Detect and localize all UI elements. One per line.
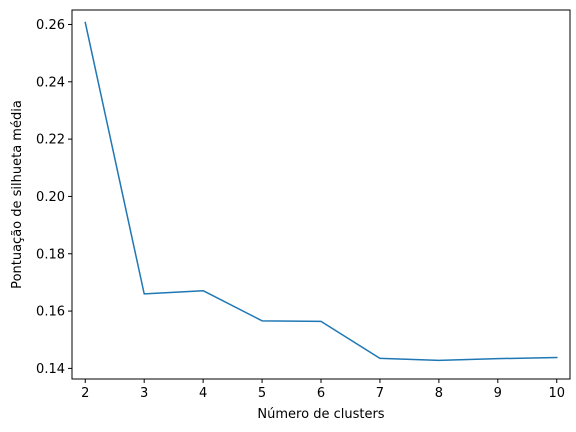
- x-tick-label: 2: [81, 386, 89, 401]
- y-axis-ticks: 0.14 0.16 0.18 0.20 0.22 0.24 0.26: [36, 18, 72, 377]
- y-tick-label: 0.22: [36, 133, 65, 148]
- plot-background: [72, 10, 570, 379]
- x-tick-label: 9: [494, 386, 502, 401]
- x-axis-ticks: 2 3 4 5 6 7 8 9 10: [81, 379, 565, 401]
- x-tick-label: 10: [548, 386, 565, 401]
- y-tick-label: 0.20: [36, 190, 65, 205]
- y-axis-label: Pontuação de silhueta média: [10, 100, 25, 289]
- x-tick-label: 3: [140, 386, 148, 401]
- y-tick-label: 0.26: [36, 18, 65, 33]
- x-tick-label: 6: [317, 386, 325, 401]
- y-tick-label: 0.14: [36, 362, 65, 377]
- x-tick-label: 8: [435, 386, 443, 401]
- y-tick-label: 0.16: [36, 305, 65, 320]
- x-tick-label: 7: [376, 386, 384, 401]
- y-tick-label: 0.24: [36, 75, 65, 90]
- x-axis-label: Número de clusters: [257, 407, 384, 422]
- x-tick-label: 4: [199, 386, 207, 401]
- y-tick-label: 0.18: [36, 247, 65, 262]
- x-tick-label: 5: [258, 386, 266, 401]
